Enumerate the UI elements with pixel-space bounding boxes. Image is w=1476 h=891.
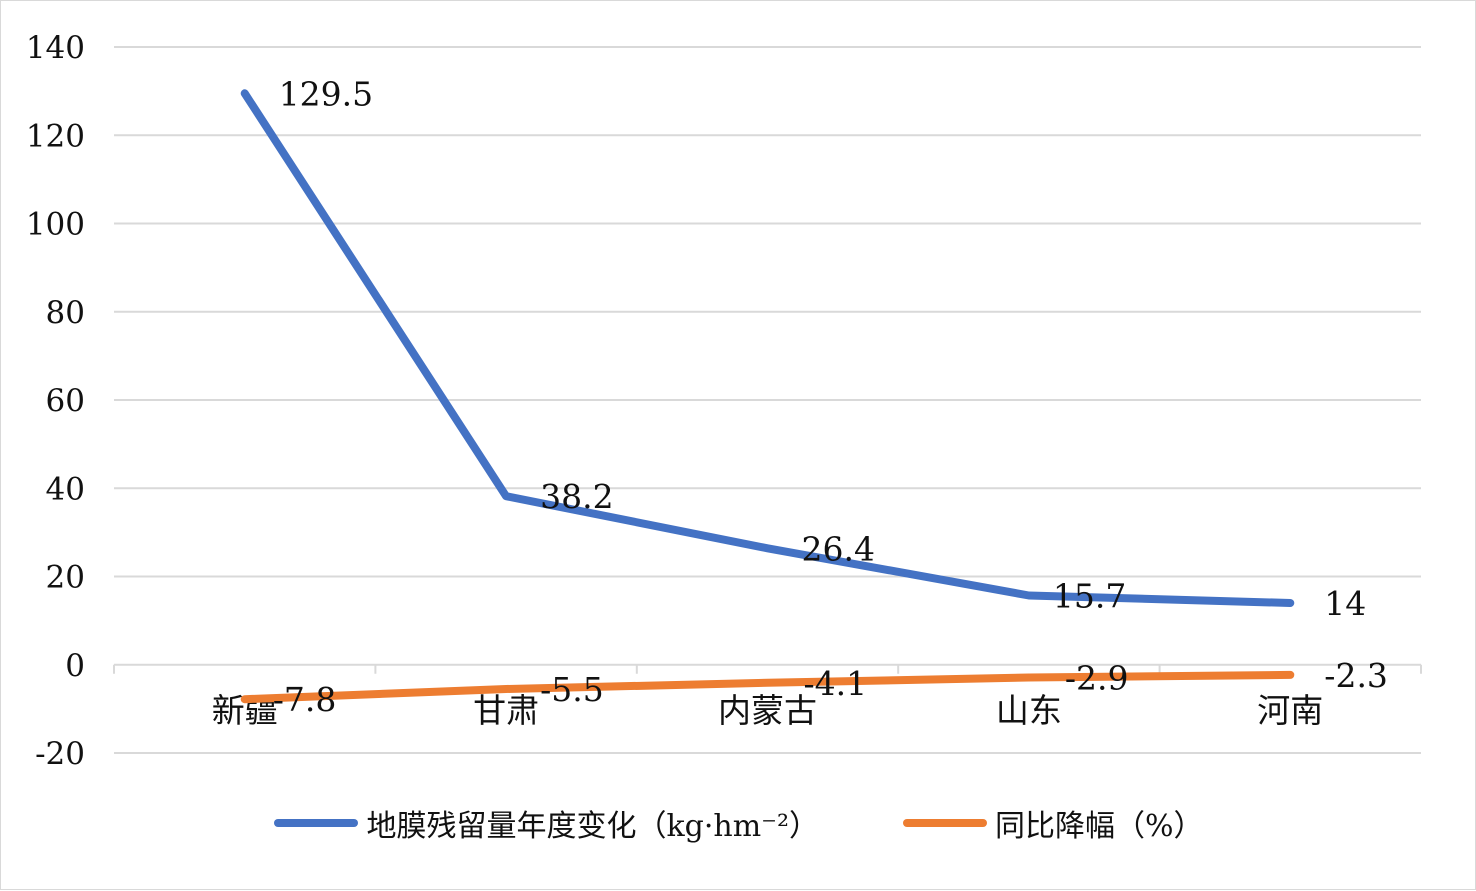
legend-label-decline: 同比降幅（%） <box>995 801 1204 845</box>
legend-swatch-decline <box>903 819 987 827</box>
gridlines <box>114 47 1421 753</box>
legend-item-residue: 地膜残留量年度变化（kg·hm⁻²） <box>274 801 819 845</box>
y-tick-label: -20 <box>35 736 85 772</box>
series-layer <box>245 93 1291 699</box>
y-tick-label: 80 <box>46 295 85 331</box>
legend-item-decline: 同比降幅（%） <box>903 801 1204 845</box>
y-tick-label: 20 <box>46 560 85 596</box>
series-line-residue <box>245 93 1291 603</box>
x-category-label: 甘肃 <box>473 691 539 730</box>
y-tick-label: 140 <box>26 30 85 66</box>
data-label-decline: -2.3 <box>1324 656 1388 695</box>
data-label-residue: 15.7 <box>1053 576 1126 615</box>
y-tick-label: 40 <box>46 471 85 507</box>
data-label-residue: 14 <box>1324 584 1366 623</box>
data-label-decline: -7.8 <box>273 680 337 719</box>
data-label-residue: 26.4 <box>802 529 875 568</box>
x-category-label: 内蒙古 <box>718 691 817 730</box>
y-tick-label: 100 <box>26 207 85 243</box>
data-label-residue: 129.5 <box>279 74 373 113</box>
y-tick-label: 0 <box>65 648 85 684</box>
y-tick-label: 60 <box>46 383 85 419</box>
legend: 地膜残留量年度变化（kg·hm⁻²） 同比降幅（%） <box>1 801 1476 845</box>
legend-swatch-residue <box>274 819 358 827</box>
data-label-decline: -2.9 <box>1065 659 1129 698</box>
y-tick-label: 120 <box>26 118 85 154</box>
legend-label-residue: 地膜残留量年度变化（kg·hm⁻²） <box>366 801 819 845</box>
data-label-residue: 38.2 <box>540 477 613 516</box>
data-label-decline: -4.1 <box>804 664 868 703</box>
data-label-decline: -5.5 <box>540 670 604 709</box>
x-category-label: 山东 <box>996 691 1062 730</box>
x-category-label: 河南 <box>1257 691 1323 730</box>
